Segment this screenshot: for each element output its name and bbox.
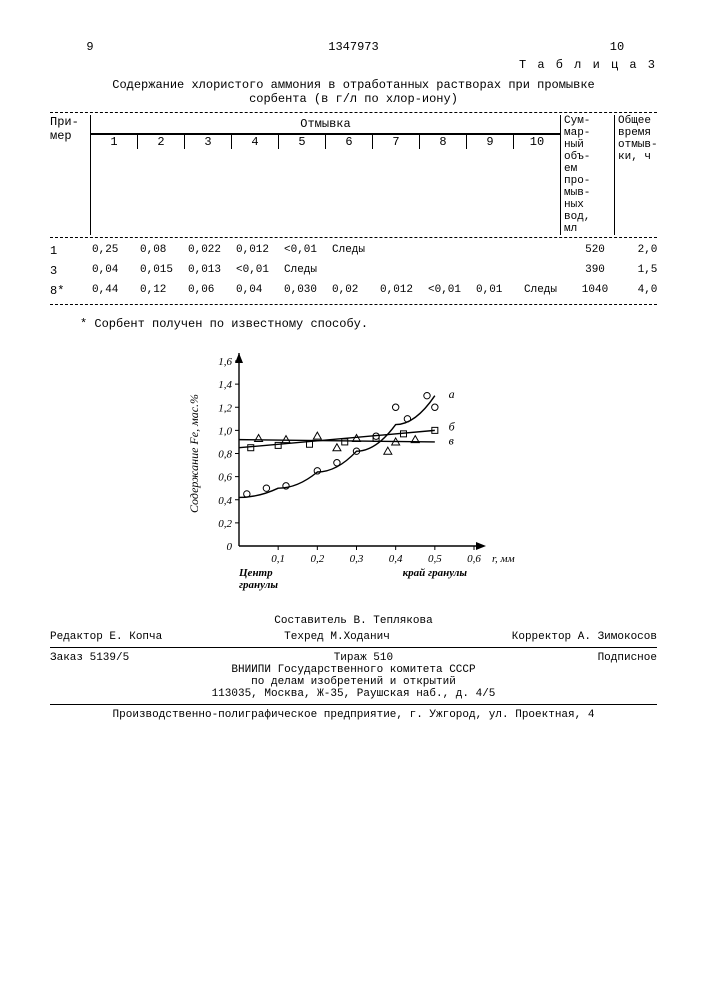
svg-text:r, мм: r, мм (492, 553, 515, 565)
podpis: Подписное (598, 652, 657, 664)
col-sum: Сум- мар- ный объ- ем про- мыв- ных вод,… (560, 115, 614, 235)
page-right: 10 (577, 40, 657, 54)
svg-text:0,8: 0,8 (218, 449, 232, 461)
table-label: Т а б л и ц а 3 (50, 58, 657, 72)
svg-text:1,0: 1,0 (218, 425, 232, 437)
svg-text:0,6: 0,6 (467, 553, 481, 565)
page-header: 9 1347973 10 (50, 40, 657, 54)
svg-text:0,4: 0,4 (218, 495, 232, 507)
table-caption: Содержание хлористого аммония в отработа… (50, 78, 657, 106)
svg-text:0,4: 0,4 (388, 553, 402, 565)
col-time: Общее время отмыв- ки, ч (614, 115, 673, 235)
techred: Техред М.Ходанич (284, 631, 390, 643)
svg-text:0,3: 0,3 (349, 553, 363, 565)
svg-text:Центр: Центр (238, 567, 273, 579)
svg-text:гранулы: гранулы (239, 579, 278, 591)
editor: Редактор Е. Копча (50, 631, 162, 643)
page-left: 9 (50, 40, 130, 54)
svg-text:0,5: 0,5 (427, 553, 441, 565)
tirazh: Тираж 510 (334, 652, 393, 664)
chart: 0,2 0,4 0,6 0,8 1,0 1,2 1,4 1,6 0 0,1 0,2 0,3 0,4 0,5… (50, 351, 657, 595)
svg-text:Содержание Fe, мас.%: Содержание Fe, мас.% (187, 394, 201, 513)
svg-text:0: 0 (226, 541, 232, 553)
svg-text:0,2: 0,2 (310, 553, 324, 565)
svg-text:1,6: 1,6 (218, 356, 232, 368)
svg-text:в: в (448, 433, 453, 447)
credits-block: Составитель В. Теплякова Редактор Е. Коп… (50, 615, 657, 721)
patent-number: 1347973 (130, 40, 577, 54)
footnote: * Сорбент получен по известному способу. (80, 317, 657, 331)
table-body: 10,250,080,0220,012<0,01Следы5202,0 30,04… (50, 244, 657, 298)
svg-text:0,1: 0,1 (271, 553, 285, 565)
table-row: 30,040,0150,013<0,01Следы3901,5 (50, 264, 657, 278)
svg-text:0,6: 0,6 (218, 472, 232, 484)
col-primer: При- мер (50, 115, 90, 235)
table-row: 8*0,440,120,060,040,0300,020,012<0,010,0… (50, 284, 657, 298)
corrector: Корректор А. Зимокосов (512, 631, 657, 643)
svg-text:б: б (448, 419, 455, 433)
svg-text:1,2: 1,2 (218, 402, 232, 414)
svg-text:0,2: 0,2 (218, 518, 232, 530)
svg-text:край гранулы: край гранулы (402, 567, 467, 579)
svg-text:а: а (448, 387, 454, 401)
table-row: 10,250,080,0220,012<0,01Следы5202,0 (50, 244, 657, 258)
svg-text:1,4: 1,4 (218, 379, 232, 391)
table-header: При- мер Отмывка 12345678910 Сум- мар- н… (50, 115, 657, 235)
order: Заказ 5139/5 (50, 652, 129, 664)
